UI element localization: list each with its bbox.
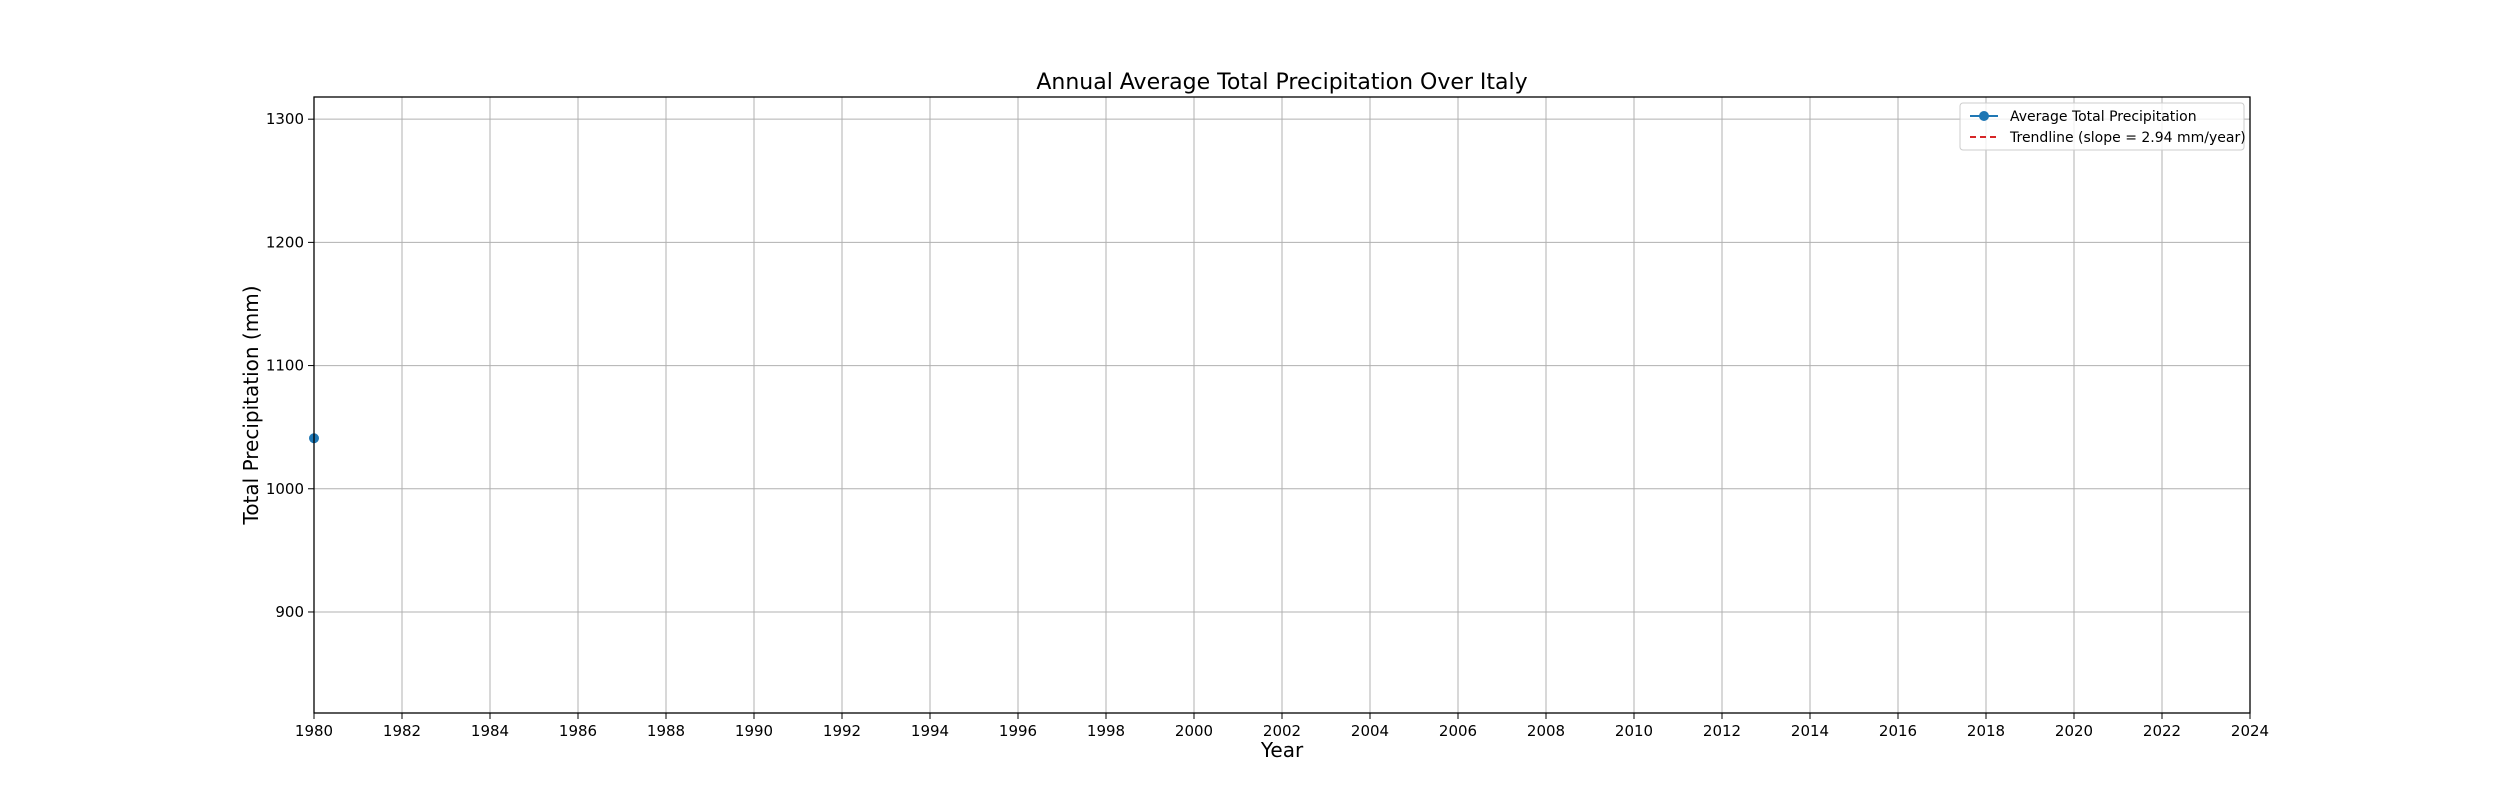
x-tick-label: 2016: [1879, 722, 1917, 740]
legend-swatch-marker: [1979, 111, 1989, 121]
legend-label: Average Total Precipitation: [2010, 109, 2197, 125]
x-tick-label: 2002: [1263, 722, 1301, 740]
y-axis-label: Total Precipitation (mm): [239, 285, 263, 525]
x-tick-label: 2022: [2143, 722, 2181, 740]
chart-title: Annual Average Total Precipitation Over …: [1036, 70, 1527, 95]
x-tick-label: 1992: [823, 722, 861, 740]
x-axis: 1980 1982 1984 1986 1988 1990 1992 1994 1996 1998…: [295, 713, 2269, 740]
y-tick-label: 1300: [266, 110, 304, 128]
x-tick-label: 2020: [2055, 722, 2093, 740]
legend-label: Trendline (slope = 2.94 mm/year): [2009, 130, 2246, 146]
y-tick-label: 900: [275, 603, 304, 621]
x-tick-label: 1998: [1087, 722, 1125, 740]
x-tick-label: 1980: [295, 722, 333, 740]
x-tick-label: 2008: [1527, 722, 1565, 740]
grid-lines: [313, 97, 2251, 713]
x-tick-label: 2000: [1175, 722, 1213, 740]
x-tick-label: 2010: [1615, 722, 1653, 740]
x-tick-label: 1984: [471, 722, 509, 740]
y-tick-label: 1000: [266, 480, 304, 498]
y-axis: 900 1000 1100 1200 1300: [266, 110, 314, 621]
x-tick-label: 2024: [2231, 722, 2269, 740]
x-tick-label: 1994: [911, 722, 949, 740]
x-tick-label: 2006: [1439, 722, 1477, 740]
x-tick-label: 2004: [1351, 722, 1389, 740]
x-tick-label: 1986: [559, 722, 597, 740]
x-tick-label: 1982: [383, 722, 421, 740]
plot-area: [309, 96, 2251, 714]
x-tick-label: 2018: [1967, 722, 2005, 740]
x-tick-label: 2012: [1703, 722, 1741, 740]
x-tick-label: 1988: [647, 722, 685, 740]
legend-frame: [1959, 102, 2245, 151]
legend-entries: Average Total Precipitation Trendline (sl…: [1970, 109, 2246, 146]
y-tick-label: 1100: [266, 357, 304, 375]
x-tick-label: 2014: [1791, 722, 1829, 740]
legend: Average Total Precipitation Trendline (sl…: [1959, 102, 2246, 151]
x-tick-label: 1996: [999, 722, 1037, 740]
y-tick-label: 1200: [266, 233, 304, 251]
x-tick-label: 1990: [735, 722, 773, 740]
x-axis-label: Year: [1260, 738, 1304, 762]
